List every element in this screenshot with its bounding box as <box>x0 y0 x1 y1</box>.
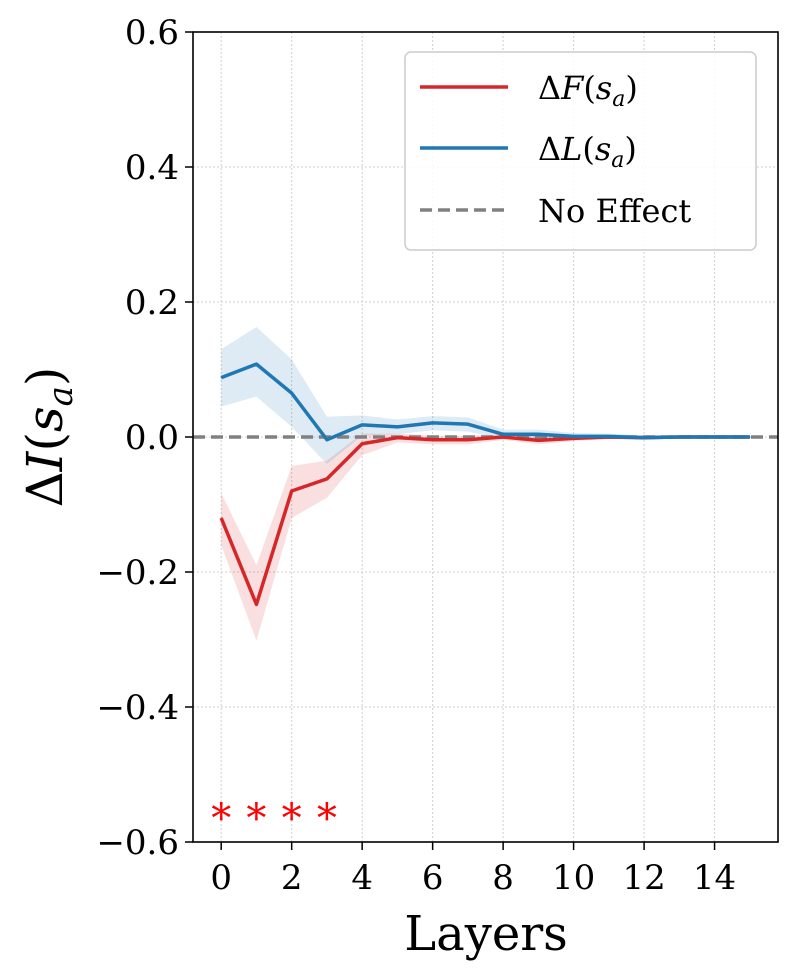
significance-markers: * * * * <box>211 796 337 842</box>
y-tick-label: 0.6 <box>125 13 179 53</box>
legend-box <box>404 51 757 251</box>
axis-ticks: 0 2 4 6 8 10 12 14 −0.6 −0.4 −0.2 0.0 0.2 0.4 0.6 <box>96 13 736 898</box>
x-tick-label: 6 <box>422 858 444 898</box>
x-tick-label: 4 <box>351 858 373 898</box>
y-tick-label: −0.2 <box>96 553 179 593</box>
series-1-point <box>537 433 539 435</box>
significance-star: * <box>246 796 266 842</box>
legend-label: No Effect <box>538 192 691 230</box>
y-tick-label: 0.4 <box>125 148 179 188</box>
significance-star: * <box>317 796 337 842</box>
series-1-point <box>749 436 751 438</box>
series-0-point <box>255 603 257 605</box>
x-tick-label: 0 <box>210 858 232 898</box>
legend-label: ΔF(sa) <box>538 69 638 112</box>
y-tick-label: −0.4 <box>96 688 179 728</box>
x-tick-label: 10 <box>552 858 595 898</box>
series-1-point <box>608 435 610 437</box>
series-1-point <box>714 436 716 438</box>
series-0-point <box>396 437 398 439</box>
series-1-point <box>432 422 434 424</box>
significance-star: * <box>211 796 231 842</box>
x-axis-label: Layers <box>404 906 568 962</box>
series-0-point <box>537 439 539 441</box>
series-1-point <box>467 423 469 425</box>
series-1-point <box>291 392 293 394</box>
series-1-line <box>220 362 750 442</box>
series-1-point <box>573 435 575 437</box>
series-1-point <box>220 377 222 379</box>
series-1-point <box>643 437 645 439</box>
series-1-point <box>361 424 363 426</box>
series-1-point <box>502 433 504 435</box>
y-tick-label: −0.6 <box>96 823 179 863</box>
legend-label: ΔL(sa) <box>538 130 637 173</box>
legend: ΔF(sa) ΔL(sa) No Effect <box>404 51 757 251</box>
x-tick-label: 2 <box>281 858 303 898</box>
svg-text:ΔI(sa): ΔI(sa) <box>16 367 81 508</box>
x-tick-label: 12 <box>622 858 665 898</box>
series-0-point <box>432 439 434 441</box>
series-lines <box>219 362 751 607</box>
series-0-point <box>326 478 328 480</box>
series-1-point <box>678 436 680 438</box>
y-tick-label: 0.2 <box>125 283 179 323</box>
significance-star: * <box>282 796 302 842</box>
plot-frame <box>192 31 779 843</box>
series-0-point <box>291 490 293 492</box>
series-1-point <box>396 426 398 428</box>
x-tick-label: 8 <box>492 858 514 898</box>
series-0-point <box>502 436 504 438</box>
series-1-point <box>255 363 257 365</box>
series-1-point <box>326 439 328 441</box>
series-0-point <box>220 517 222 519</box>
series-0-point <box>361 443 363 445</box>
y-tick-label: 0.0 <box>125 418 179 458</box>
series-0-point <box>573 437 575 439</box>
x-tick-label: 14 <box>693 858 736 898</box>
y-axis-label: ΔI(sa) <box>16 367 81 508</box>
series-0-point <box>467 439 469 441</box>
